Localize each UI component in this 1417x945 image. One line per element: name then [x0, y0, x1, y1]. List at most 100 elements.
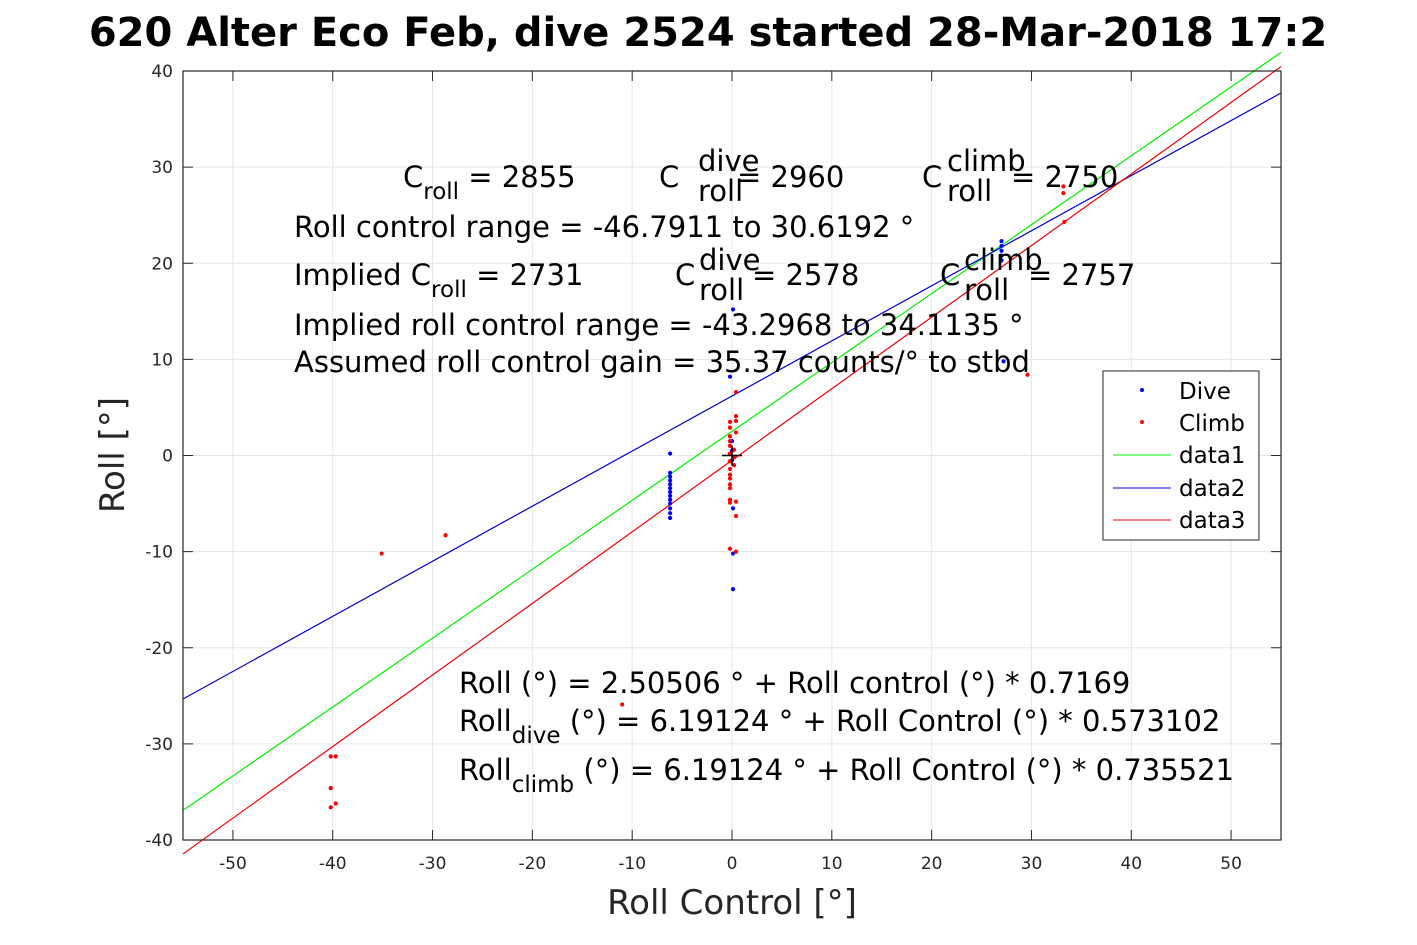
ann-implied-climb-sub: roll: [964, 273, 1009, 307]
point-dive: [668, 478, 673, 483]
legend-climb-swatch: [1140, 420, 1144, 424]
point-climb: [727, 434, 733, 439]
point-climb: [727, 451, 733, 456]
point-dive: [999, 258, 1004, 263]
point-dive: [730, 551, 736, 556]
point-dive: [668, 482, 673, 487]
x-tick-label: 40: [1120, 854, 1142, 874]
y-tick-label: -40: [145, 831, 173, 851]
ann-c-climb-sup: climb: [947, 144, 1026, 178]
y-tick-label: 20: [151, 254, 173, 274]
point-climb: [731, 455, 737, 460]
point-climb: [1061, 184, 1066, 189]
point-climb: [733, 513, 739, 519]
ann-c-dive: C: [659, 160, 679, 194]
x-tick-label: 0: [727, 854, 738, 874]
legend: Dive Climb data1 data2 data3: [1102, 370, 1260, 541]
annotation-fits: Roll (°) = 2.50506 ° + Roll control (°) …: [459, 666, 1234, 798]
y-axis-ticks: -40 -30 -20 -10 0 10 20 30 40: [145, 62, 1281, 851]
ann-implied-climb-sup: climb: [964, 243, 1043, 277]
ann-c-climb: C: [922, 160, 942, 194]
point-climb: [333, 754, 338, 759]
point-dive: [999, 248, 1004, 253]
point-climb: [727, 459, 733, 464]
point-dive: [999, 243, 1004, 249]
point-dive: [668, 511, 673, 516]
legend-climb-label: Climb: [1179, 411, 1245, 437]
point-dive: [668, 497, 673, 502]
point-climb: [620, 702, 625, 707]
ann-c-dive-val: = 2960: [737, 160, 844, 194]
point-climb: [727, 497, 733, 502]
x-tick-label: -30: [419, 854, 447, 874]
ann-implied-climb-val: = 2757: [1028, 258, 1135, 292]
origin-marker: [722, 445, 742, 466]
point-climb: [727, 419, 733, 424]
point-dive: [668, 474, 673, 479]
ann-gain: Assumed roll control gain = 35.37 counts…: [294, 345, 1030, 379]
point-dive: [730, 587, 736, 592]
x-tick-label: 10: [821, 854, 843, 874]
x-tick-label: 50: [1220, 854, 1242, 874]
point-dive: [668, 493, 673, 498]
point-climb: [328, 805, 333, 810]
point-climb: [727, 443, 733, 448]
ann-fit-dive: Rolldive (°) = 6.19124 ° + Roll Control …: [459, 704, 1220, 749]
ann-implied-climb: C: [940, 258, 960, 292]
point-climb: [443, 533, 448, 538]
ann-implied-dive-sub: roll: [699, 273, 744, 307]
y-tick-label: 0: [162, 447, 173, 467]
scatter-points: [328, 184, 1067, 810]
x-axis-label: Roll Control [°]: [607, 883, 857, 923]
point-dive: [999, 239, 1004, 244]
point-dive: [730, 506, 736, 511]
x-tick-label: -40: [319, 854, 347, 874]
point-dive: [668, 501, 673, 506]
legend-data3-label: data3: [1179, 508, 1245, 534]
point-climb: [733, 418, 739, 423]
point-climb: [733, 430, 739, 435]
ann-implied-dive-sup: dive: [699, 243, 760, 277]
point-climb: [733, 549, 739, 554]
point-climb: [727, 486, 733, 491]
point-climb: [333, 801, 338, 806]
ann-implied-dive: C: [675, 258, 695, 292]
point-climb: [733, 389, 739, 395]
point-dive: [999, 253, 1004, 258]
legend-data1-label: data1: [1179, 443, 1245, 469]
point-climb: [727, 476, 733, 481]
y-tick-label: 30: [151, 158, 173, 178]
point-climb: [1025, 372, 1030, 377]
x-tick-label: 20: [921, 854, 943, 874]
x-tick-label: 30: [1021, 854, 1043, 874]
y-tick-label: -10: [145, 543, 173, 563]
point-climb: [727, 466, 733, 472]
point-dive: [668, 486, 673, 491]
point-climb: [731, 463, 737, 468]
y-tick-label: -20: [145, 639, 173, 659]
legend-dive-label: Dive: [1179, 379, 1231, 405]
line-data2: [182, 92, 1282, 700]
point-climb: [727, 425, 733, 430]
chart-title: 620 Alter Eco Feb, dive 2524 started 28-…: [89, 10, 1327, 56]
point-climb: [733, 413, 739, 419]
point-climb: [1061, 190, 1066, 196]
y-axis-label: Roll [°]: [93, 397, 133, 513]
ann-implied-dive-val: = 2578: [752, 258, 859, 292]
point-dive: [730, 307, 736, 312]
ann-c-climb-val: = 2750: [1011, 160, 1118, 194]
point-dive: [668, 451, 673, 456]
point-climb: [1062, 219, 1067, 225]
ann-c-dive-sup: dive: [698, 144, 759, 178]
point-climb: [379, 551, 384, 556]
ann-fit-climb: Rollclimb (°) = 6.19124 ° + Roll Control…: [459, 753, 1234, 798]
point-climb: [328, 754, 333, 759]
y-tick-label: 40: [151, 62, 173, 82]
point-climb: [733, 499, 739, 504]
annotation-coefficients: Croll = 2855 C dive roll = 2960 C climb …: [294, 144, 1135, 379]
x-tick-label: -10: [618, 854, 646, 874]
legend-data2-label: data2: [1179, 476, 1245, 502]
point-climb: [727, 482, 733, 487]
ann-c-dive-sub: roll: [698, 174, 743, 208]
